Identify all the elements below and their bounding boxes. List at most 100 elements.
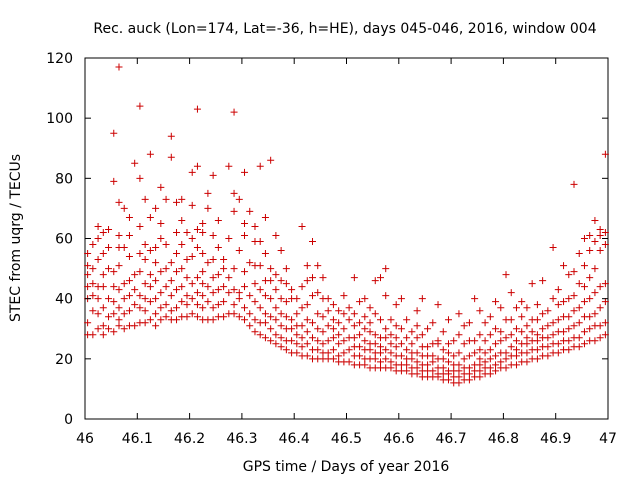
data-point <box>596 225 604 233</box>
data-point <box>120 280 128 288</box>
data-point <box>230 310 238 318</box>
data-point <box>256 262 264 270</box>
data-point <box>303 262 311 270</box>
data-point <box>335 319 343 327</box>
data-point <box>382 355 390 363</box>
data-point <box>225 235 233 242</box>
data-point <box>199 268 207 276</box>
data-point <box>183 292 191 300</box>
data-point <box>235 195 243 203</box>
data-point <box>220 298 228 306</box>
data-point <box>167 259 175 267</box>
data-point <box>361 337 369 345</box>
data-point <box>586 295 594 303</box>
data-point <box>512 325 520 333</box>
data-point <box>84 283 92 291</box>
data-point <box>199 280 207 288</box>
data-point <box>324 337 332 345</box>
data-point <box>209 171 217 179</box>
data-point <box>439 346 447 354</box>
data-point <box>256 304 264 312</box>
data-point <box>387 331 395 339</box>
data-point <box>131 286 139 294</box>
data-point <box>120 310 128 318</box>
data-point <box>241 304 249 312</box>
data-point <box>544 352 552 360</box>
data-point <box>141 295 149 303</box>
data-point <box>178 241 186 249</box>
data-point <box>549 319 557 327</box>
data-point <box>272 231 280 239</box>
data-point <box>549 244 557 252</box>
data-point <box>376 274 384 282</box>
data-point <box>575 334 583 342</box>
data-point <box>115 262 123 270</box>
data-point <box>413 334 421 342</box>
data-point <box>424 325 432 333</box>
data-point <box>455 361 463 369</box>
data-point <box>167 292 175 300</box>
data-point <box>173 198 181 206</box>
data-point <box>403 316 411 324</box>
data-point <box>267 313 275 321</box>
data-point <box>403 346 411 354</box>
data-point <box>261 292 269 300</box>
data-point <box>277 247 285 255</box>
data-point <box>591 238 599 246</box>
data-point <box>345 346 353 354</box>
data-point <box>502 355 510 363</box>
data-point <box>136 222 144 230</box>
data-point <box>601 241 609 249</box>
data-point <box>471 295 479 303</box>
data-point <box>173 316 181 324</box>
data-point <box>560 328 568 336</box>
data-point <box>110 129 118 137</box>
data-point <box>376 316 384 324</box>
data-point <box>309 238 317 246</box>
data-point <box>272 304 280 312</box>
data-point <box>309 319 317 327</box>
data-point <box>335 340 343 348</box>
data-point <box>256 238 264 246</box>
data-point <box>481 349 489 357</box>
data-point <box>329 334 337 342</box>
data-point <box>575 280 583 288</box>
data-point <box>235 247 243 255</box>
data-point <box>403 334 411 342</box>
data-point <box>146 316 154 324</box>
y-axis-label: STEC from uqrg / TECUs <box>8 154 24 322</box>
data-point <box>99 283 107 291</box>
data-point <box>89 265 97 273</box>
data-point <box>376 349 384 357</box>
data-point <box>356 352 364 360</box>
data-point <box>293 340 301 348</box>
data-point <box>314 346 322 354</box>
data-point <box>340 325 348 333</box>
data-point <box>199 219 207 227</box>
data-point <box>230 189 238 197</box>
data-point <box>382 346 390 354</box>
data-point <box>455 310 463 318</box>
data-point <box>570 322 578 330</box>
data-point <box>230 301 238 309</box>
data-point <box>141 256 149 264</box>
data-point <box>439 364 447 372</box>
data-point <box>115 304 123 312</box>
data-point <box>413 322 421 330</box>
data-point <box>486 313 494 321</box>
data-point <box>570 268 578 276</box>
data-point <box>455 367 463 375</box>
data-point <box>288 286 296 294</box>
data-point <box>146 271 154 279</box>
data-point <box>523 322 531 330</box>
data-point <box>193 244 201 252</box>
data-point <box>209 274 217 282</box>
data-point <box>178 298 186 306</box>
data-point <box>329 325 337 333</box>
data-point <box>267 277 275 285</box>
data-point <box>366 346 374 354</box>
data-point <box>450 337 458 345</box>
data-point <box>272 316 280 324</box>
data-point <box>460 340 468 348</box>
data-point <box>549 331 557 339</box>
